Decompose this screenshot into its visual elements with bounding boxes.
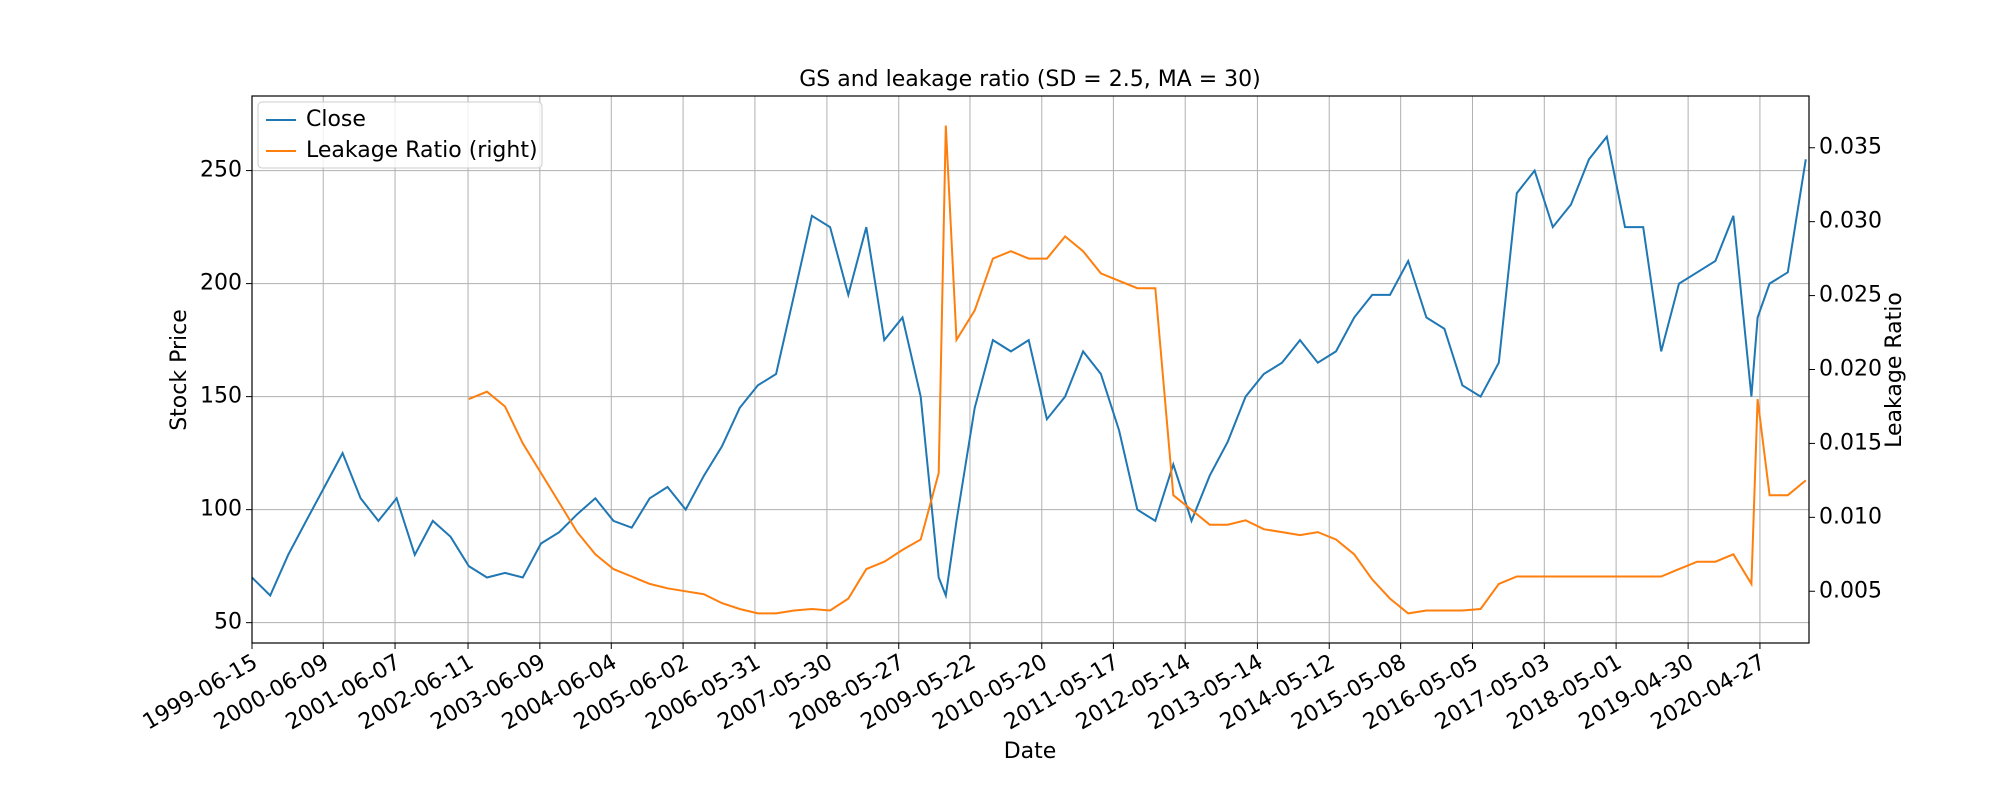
x-axis-label: Date [1004,739,1057,764]
legend-label: Close [306,107,366,132]
y2-tick-label: 0.025 [1819,283,1882,308]
y2-tick-label: 0.010 [1819,504,1882,529]
plot-frame [251,95,1810,644]
series-line [252,134,1807,600]
y-tick-label: 250 [200,158,242,183]
legend-label: Leakage Ratio (right) [306,138,538,163]
chart-title: GS and leakage ratio (SD = 2.5, MA = 30) [799,67,1260,92]
y-tick-label: 150 [200,384,242,409]
legend-box [257,101,543,169]
y-tick-label: 200 [200,271,242,296]
y2-tick-label: 0.020 [1819,357,1882,382]
series-line [468,125,1807,615]
y2-tick-label: 0.005 [1819,578,1882,603]
y2-tick-label: 0.035 [1819,135,1882,160]
y-axis-label: Stock Price [167,309,192,431]
y-tick-label: 50 [214,610,242,635]
y2-axis-label: Leakage Ratio [1882,292,1907,448]
y-tick-label: 100 [200,497,242,522]
y2-tick-label: 0.030 [1819,209,1882,234]
y2-tick-label: 0.015 [1819,430,1882,455]
